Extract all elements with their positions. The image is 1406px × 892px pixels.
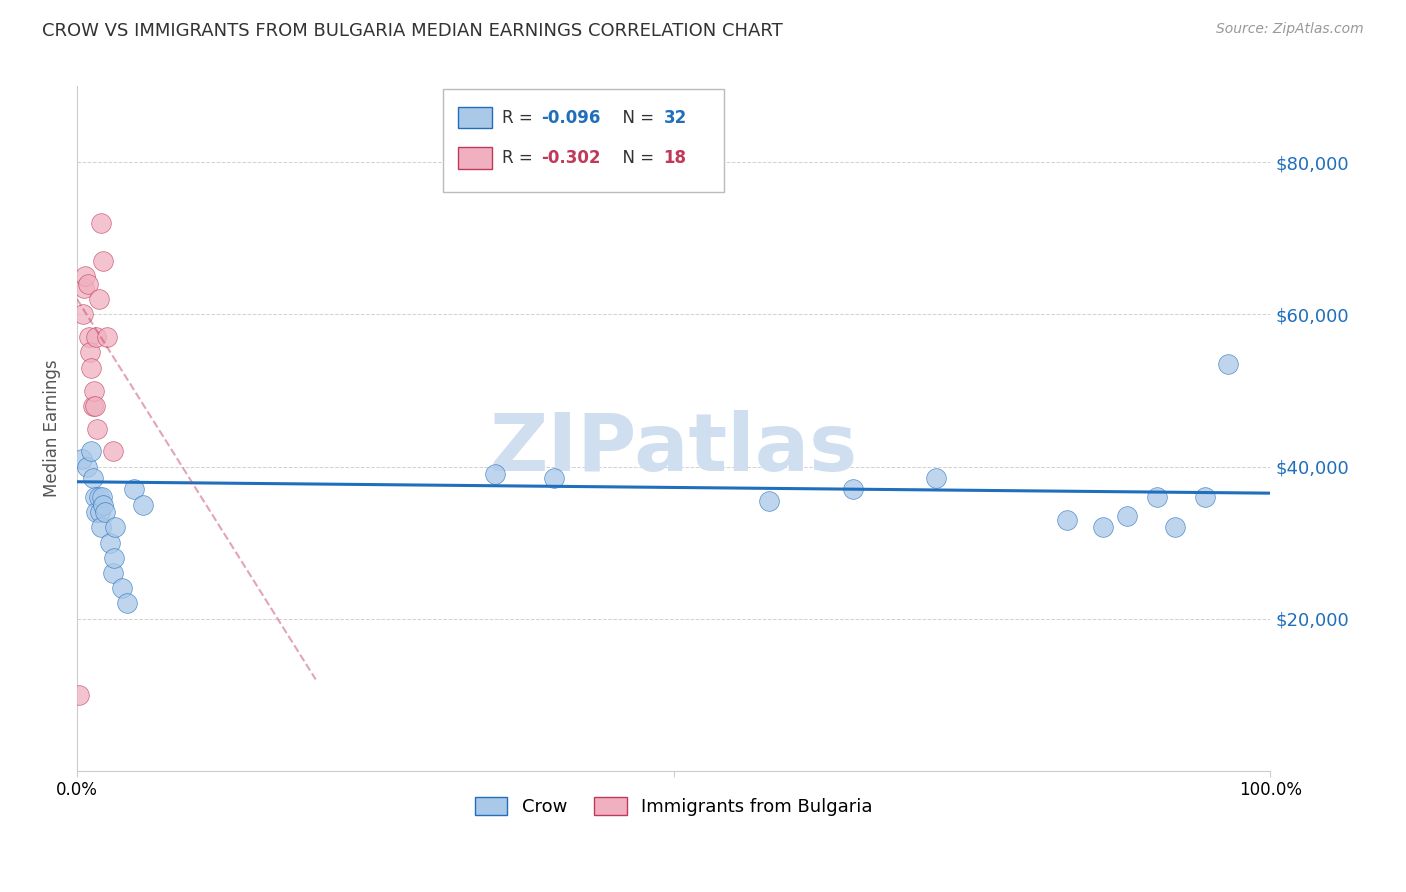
- Point: [111, 581, 134, 595]
- Point: [83, 384, 105, 398]
- Text: 32: 32: [664, 109, 688, 127]
- Point: [925, 471, 948, 485]
- Point: [80, 444, 103, 458]
- Text: Source: ZipAtlas.com: Source: ZipAtlas.com: [1216, 22, 1364, 37]
- Point: [1092, 520, 1115, 534]
- Point: [89, 505, 111, 519]
- Point: [1146, 490, 1168, 504]
- Point: [70, 452, 93, 467]
- Text: N =: N =: [612, 149, 659, 167]
- Point: [484, 467, 506, 482]
- Point: [84, 505, 107, 519]
- Point: [1116, 508, 1139, 523]
- Point: [69, 688, 91, 702]
- Point: [76, 277, 98, 291]
- Point: [101, 566, 124, 580]
- Point: [91, 490, 114, 504]
- Point: [84, 490, 107, 504]
- Point: [91, 254, 114, 268]
- Point: [82, 399, 104, 413]
- Point: [93, 505, 115, 519]
- Legend: Crow, Immigrants from Bulgaria: Crow, Immigrants from Bulgaria: [468, 789, 880, 823]
- Point: [841, 483, 863, 497]
- Point: [90, 520, 112, 534]
- Point: [87, 490, 110, 504]
- Point: [96, 330, 118, 344]
- Point: [100, 535, 122, 549]
- Point: [77, 330, 100, 344]
- Text: R =: R =: [502, 109, 538, 127]
- Point: [1218, 357, 1240, 371]
- Point: [75, 269, 97, 284]
- Point: [72, 308, 94, 322]
- Point: [76, 459, 98, 474]
- Point: [79, 345, 101, 359]
- Y-axis label: Median Earnings: Median Earnings: [44, 359, 60, 498]
- Text: R =: R =: [502, 149, 538, 167]
- Point: [1194, 490, 1216, 504]
- Text: 18: 18: [664, 149, 686, 167]
- Point: [1164, 520, 1187, 534]
- Point: [90, 216, 112, 230]
- Point: [80, 360, 103, 375]
- Point: [115, 596, 138, 610]
- Point: [86, 421, 108, 435]
- Text: N =: N =: [612, 109, 659, 127]
- Point: [91, 498, 114, 512]
- Point: [758, 493, 780, 508]
- Point: [82, 471, 104, 485]
- Text: ZIPatlas: ZIPatlas: [489, 410, 858, 488]
- Point: [103, 550, 125, 565]
- Point: [84, 399, 107, 413]
- Text: -0.096: -0.096: [541, 109, 600, 127]
- Point: [73, 281, 96, 295]
- Text: CROW VS IMMIGRANTS FROM BULGARIA MEDIAN EARNINGS CORRELATION CHART: CROW VS IMMIGRANTS FROM BULGARIA MEDIAN …: [42, 22, 783, 40]
- Point: [543, 471, 565, 485]
- Point: [132, 498, 155, 512]
- Point: [101, 444, 124, 458]
- Point: [87, 292, 110, 306]
- Point: [124, 483, 146, 497]
- Point: [1056, 513, 1078, 527]
- Point: [104, 520, 127, 534]
- Text: -0.302: -0.302: [541, 149, 600, 167]
- Point: [84, 330, 107, 344]
